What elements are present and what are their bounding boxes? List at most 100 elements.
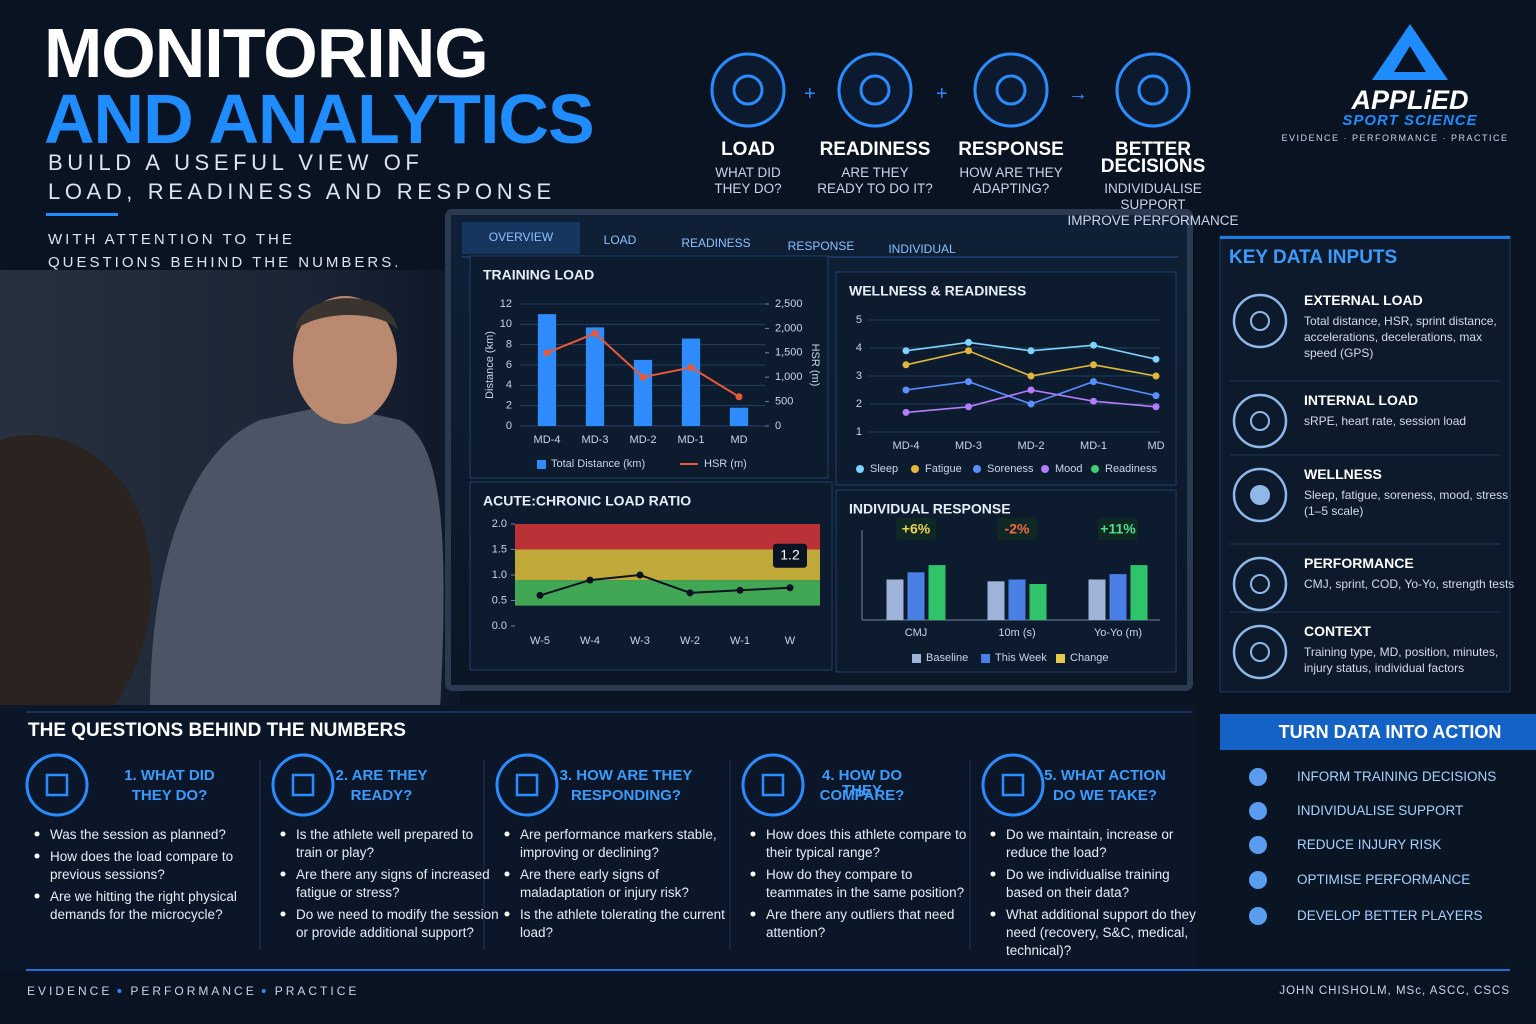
bullet-dot <box>504 911 510 917</box>
bullet-dot <box>750 871 756 877</box>
y2-tick-label: 1,500 <box>775 347 803 359</box>
input-title: EXTERNAL LOAD <box>1304 292 1423 308</box>
y2-tick-label: 500 <box>775 396 793 408</box>
y-tick-label: 1.5 <box>492 543 507 555</box>
point <box>1152 392 1160 400</box>
change-label: +11% <box>1100 521 1136 537</box>
action-item: INDIVIDUALISE SUPPORT <box>1297 803 1464 818</box>
change-badge <box>997 518 1037 540</box>
annotation: 1.2 <box>780 546 800 562</box>
input-icon-ring <box>1232 556 1288 612</box>
question-bullet: Are there any signs of increased fatigue… <box>296 867 490 900</box>
y-tick-label: 1 <box>856 426 862 438</box>
y-tick-label: 8 <box>506 339 512 351</box>
legend-swatch <box>911 465 919 473</box>
point <box>902 347 910 355</box>
flow-text: SUPPORT <box>1120 197 1186 212</box>
tab-active <box>462 222 580 254</box>
question-title: 3. HOW ARE THEY <box>559 767 693 784</box>
key-inputs-title: KEY DATA INPUTS <box>1229 247 1398 268</box>
flow-operator: + <box>804 83 816 105</box>
flow-text: WHAT DID <box>715 165 781 180</box>
flow-text: IMPROVE PERFORMANCE <box>1067 213 1239 228</box>
note-line: WITH ATTENTION TO THE <box>48 231 295 248</box>
x-tick-label: W-2 <box>680 635 700 647</box>
y-tick-label: 1.0 <box>492 569 507 581</box>
title-line-1: MONITORING <box>44 14 489 92</box>
flow-operator: + <box>936 83 948 105</box>
action-icon <box>1249 871 1267 889</box>
action-item: OPTIMISE PERFORMANCE <box>1297 872 1471 887</box>
input-text: sRPE, heart rate, session load <box>1304 414 1467 428</box>
point <box>536 591 544 599</box>
point <box>965 338 972 346</box>
bar <box>729 407 749 426</box>
person-head <box>293 296 397 424</box>
questions-panel <box>0 705 1200 970</box>
point <box>965 378 972 386</box>
input-title: CONTEXT <box>1304 623 1371 639</box>
bar <box>681 338 701 426</box>
footer-item: PERFORMANCE <box>130 984 257 998</box>
y2-tick-label: 2,000 <box>775 322 803 334</box>
y-tick-label: 0.5 <box>492 594 507 606</box>
bar <box>1008 579 1026 620</box>
flow-text: READY TO DO IT? <box>817 181 933 196</box>
bullet-dot <box>990 831 996 837</box>
input-icon-ring <box>1232 624 1288 680</box>
legend-label: Change <box>1070 652 1109 664</box>
question-icon-ring <box>495 753 559 817</box>
question-title: COMPARE? <box>819 787 905 804</box>
input-text: Sleep, fatigue, soreness, mood, stress (… <box>1304 488 1509 518</box>
input-title: INTERNAL LOAD <box>1304 392 1419 408</box>
legend-label: Total Distance (km) <box>551 458 645 470</box>
flow-operator: → <box>1068 83 1088 105</box>
action-item: REDUCE INJURY RISK <box>1297 837 1442 852</box>
y-tick-label: 0.0 <box>492 620 507 632</box>
y-tick-label: 0 <box>506 420 512 432</box>
key-inputs-panel <box>1219 235 1511 693</box>
x-tick-label: W-5 <box>530 635 550 647</box>
question-bullet: Is the athlete tolerating the current lo… <box>520 907 725 940</box>
question-title: 2. ARE THEY <box>335 767 428 784</box>
question-icon-glyph <box>1001 773 1025 797</box>
flow-label: RESPONSE <box>958 139 1064 160</box>
point <box>736 586 744 594</box>
x-tick-label: Yo-Yo (m) <box>1094 627 1142 639</box>
change-label: +6% <box>902 521 931 537</box>
tab: READINESS <box>681 236 750 250</box>
bullet-dot <box>504 871 510 877</box>
person-hoodie <box>150 405 444 710</box>
point <box>639 373 647 381</box>
action-icon <box>1249 768 1267 786</box>
bullet-dot <box>34 893 40 899</box>
flow-label: LOAD <box>721 139 775 160</box>
question-title: READY? <box>350 787 413 804</box>
bullet-dot <box>34 831 40 837</box>
note-line: QUESTIONS BEHIND THE NUMBERS. <box>48 254 402 271</box>
point <box>1090 361 1097 369</box>
input-text: Total distance, HSR, sprint distance, ac… <box>1304 314 1497 360</box>
footer-item: PRACTICE <box>274 984 360 998</box>
tab: LOAD <box>604 233 637 247</box>
question-bullet: Do we individualise training based on th… <box>1006 867 1170 900</box>
x-tick-label: W-1 <box>730 635 750 647</box>
x-tick-label: MD-2 <box>1018 440 1045 452</box>
input-icon-glyph <box>1250 311 1270 331</box>
action-icon <box>1249 836 1267 854</box>
point <box>902 361 910 369</box>
legend-label: Readiness <box>1105 463 1157 475</box>
legend-swatch <box>1041 465 1049 473</box>
bar <box>537 314 557 426</box>
chart-title: TRAINING LOAD <box>483 267 594 283</box>
flow-icon-glyph <box>995 74 1027 106</box>
point <box>1152 355 1160 363</box>
flow-text: INDIVIDUALISE <box>1104 181 1202 196</box>
question-bullet: Are we hitting the right physical demand… <box>50 889 237 922</box>
question-bullet: Was the session as planned? <box>50 827 226 842</box>
question-title: RESPONDING? <box>570 787 681 804</box>
annotation-bubble <box>773 543 807 568</box>
input-text: CMJ, sprint, COD, Yo-Yo, strength tests <box>1304 577 1515 591</box>
logo-name: APPLiED <box>1351 85 1469 115</box>
legend-swatch <box>973 465 981 473</box>
